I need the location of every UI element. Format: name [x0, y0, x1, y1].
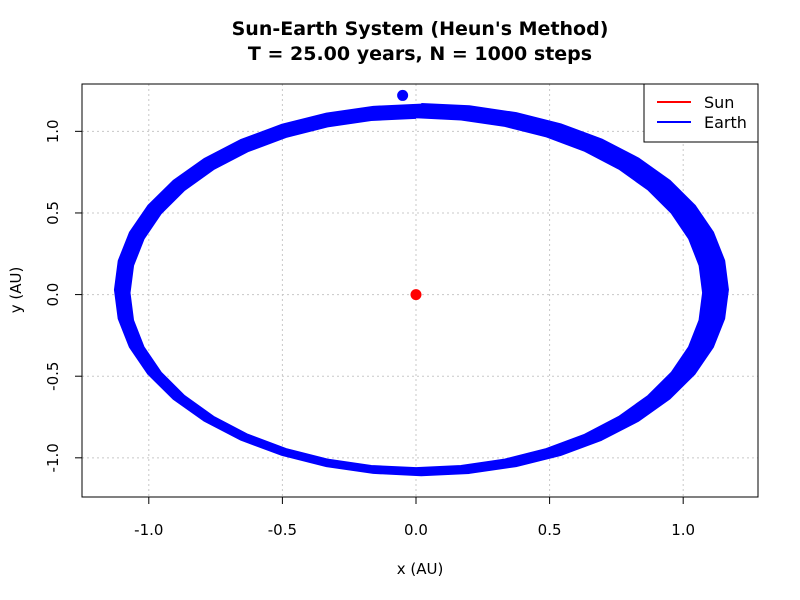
y-tick-label-3: 0.5: [44, 201, 62, 225]
y-tick-label-1: -0.5: [44, 362, 62, 391]
sun-marker: [410, 289, 422, 301]
x-axis: -1.0 -0.5 0.0 0.5 1.0: [134, 497, 695, 539]
plot-frame: [81, 83, 759, 498]
chart-subtitle: T = 25.00 years, N = 1000 steps: [248, 43, 592, 65]
x-axis-label: x (AU): [397, 560, 444, 578]
legend-box: [643, 83, 759, 143]
y-tick-label-2: 0.0: [44, 283, 62, 307]
x-tick-label-0: -1.0: [134, 521, 163, 539]
earth-orbit-path: [113, 102, 729, 477]
markers: [397, 89, 422, 301]
x-tick-label-4: 1.0: [671, 521, 695, 539]
x-tick-label-3: 0.5: [538, 521, 562, 539]
x-tick-label-2: 0.0: [404, 521, 428, 539]
earth-marker: [397, 89, 409, 101]
legend-label-earth: Earth: [704, 113, 747, 132]
y-axis: -1.0 -0.5 0.0 0.5 1.0: [44, 119, 82, 472]
legend: Sun Earth: [643, 83, 759, 143]
y-tick-label-0: -1.0: [44, 443, 62, 472]
earth-orbit-trail: [113, 102, 729, 477]
legend-label-sun: Sun: [704, 93, 734, 112]
y-tick-label-4: 1.0: [44, 119, 62, 143]
x-tick-label-1: -0.5: [268, 521, 297, 539]
grid: [82, 84, 758, 497]
y-axis-label: y (AU): [7, 267, 25, 314]
chart-title: Sun-Earth System (Heun's Method): [232, 18, 609, 40]
